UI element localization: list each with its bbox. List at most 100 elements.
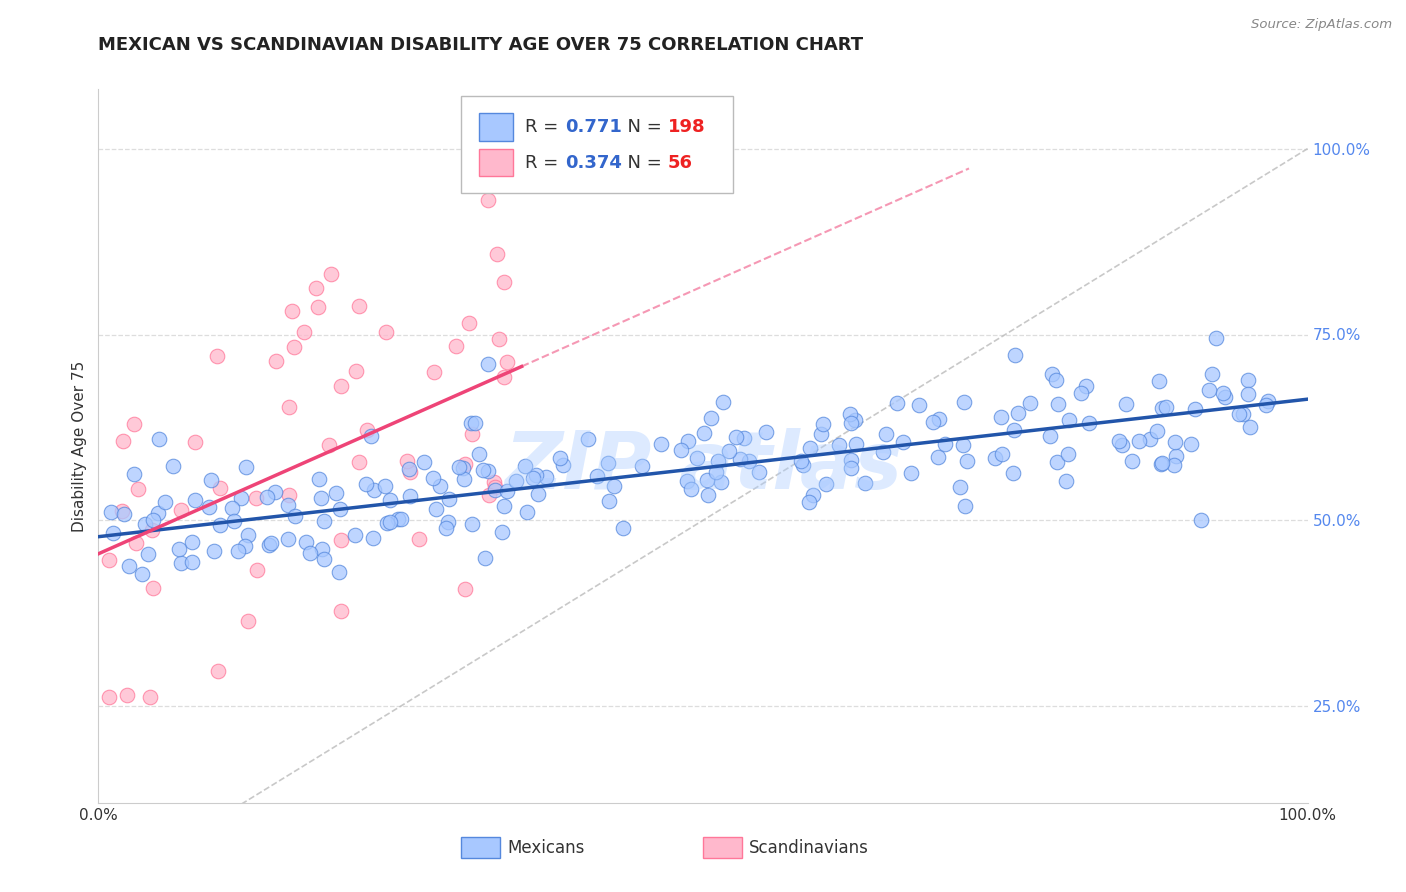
Point [311, 542, 333, 557]
Point [257, 538, 280, 552]
Point [1054, 474, 1077, 488]
Point [98, 690, 121, 705]
Point [461, 516, 484, 531]
Point [329, 501, 352, 516]
FancyBboxPatch shape [461, 96, 734, 193]
Point [125, 535, 148, 549]
Point [277, 401, 299, 415]
Point [453, 472, 475, 486]
Point [256, 490, 278, 504]
Point [101, 525, 124, 540]
Point [170, 556, 193, 570]
Point [810, 426, 832, 441]
Point [922, 415, 945, 429]
Point [505, 475, 527, 489]
Point [1150, 457, 1173, 471]
Point [527, 487, 550, 501]
Point [495, 483, 517, 498]
Point [484, 475, 506, 489]
Point [387, 512, 409, 526]
Point [949, 480, 972, 494]
Point [1146, 424, 1168, 438]
Point [398, 465, 420, 479]
Point [699, 411, 721, 425]
Point [349, 455, 371, 469]
Point [425, 501, 447, 516]
Point [1163, 458, 1185, 472]
Point [1164, 434, 1187, 449]
Point [138, 690, 160, 704]
Point [733, 431, 755, 445]
Point [1070, 386, 1092, 401]
Point [839, 452, 862, 467]
Point [711, 395, 734, 409]
Point [484, 483, 506, 497]
Point [208, 518, 231, 533]
Text: N =: N = [616, 153, 668, 171]
Point [146, 506, 169, 520]
Point [1007, 406, 1029, 420]
Point [207, 664, 229, 678]
Point [347, 299, 370, 313]
Point [671, 442, 693, 457]
Point [495, 355, 517, 369]
Point [343, 528, 366, 542]
Point [738, 454, 761, 468]
Point [117, 688, 139, 702]
Point [927, 450, 949, 464]
Point [221, 500, 243, 515]
Point [799, 441, 821, 455]
Point [1152, 401, 1174, 415]
Point [1121, 454, 1143, 468]
Point [492, 276, 515, 290]
FancyBboxPatch shape [479, 113, 513, 141]
Point [389, 512, 412, 526]
Point [839, 461, 862, 475]
Point [408, 533, 430, 547]
Point [229, 491, 252, 505]
Point [513, 459, 536, 474]
Point [1213, 390, 1236, 404]
Point [277, 532, 299, 546]
Point [124, 417, 146, 431]
Point [693, 426, 716, 441]
Text: 198: 198 [668, 118, 706, 136]
Point [395, 454, 418, 468]
Point [612, 521, 634, 535]
Point [1212, 385, 1234, 400]
Point [477, 357, 499, 371]
Point [1184, 402, 1206, 417]
Point [451, 460, 474, 475]
Point [706, 454, 728, 468]
Point [550, 450, 572, 465]
Point [148, 432, 170, 446]
Point [468, 447, 491, 461]
Point [704, 465, 727, 479]
Point [454, 582, 477, 596]
Point [235, 540, 257, 554]
Text: 0.771: 0.771 [565, 118, 621, 136]
Point [378, 516, 401, 530]
Point [1198, 383, 1220, 397]
Point [886, 396, 908, 410]
Point [1239, 419, 1261, 434]
Point [1057, 447, 1080, 461]
Point [127, 482, 149, 496]
Point [434, 521, 457, 535]
Point [1128, 434, 1150, 448]
Y-axis label: Disability Age Over 75: Disability Age Over 75 [72, 360, 87, 532]
Point [811, 417, 834, 432]
Point [344, 363, 367, 377]
Point [198, 500, 221, 514]
Point [1227, 407, 1250, 421]
Point [184, 492, 207, 507]
Point [1232, 407, 1254, 421]
Point [1115, 397, 1137, 411]
Point [1108, 434, 1130, 448]
Point [486, 246, 509, 260]
Point [551, 458, 574, 472]
Point [437, 492, 460, 507]
Point [1046, 455, 1069, 469]
Point [449, 460, 471, 475]
Point [299, 546, 322, 560]
